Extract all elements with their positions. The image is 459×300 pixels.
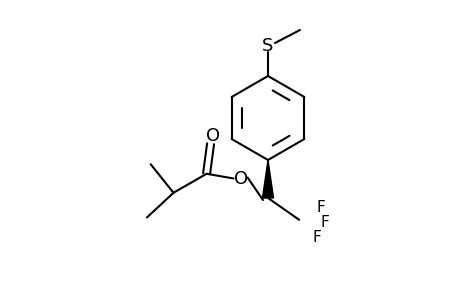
Text: F: F — [312, 230, 321, 245]
Text: F: F — [320, 215, 329, 230]
Text: O: O — [234, 170, 248, 188]
Text: S: S — [262, 37, 273, 55]
Text: F: F — [316, 200, 325, 215]
Polygon shape — [262, 160, 273, 198]
Text: O: O — [205, 127, 219, 145]
